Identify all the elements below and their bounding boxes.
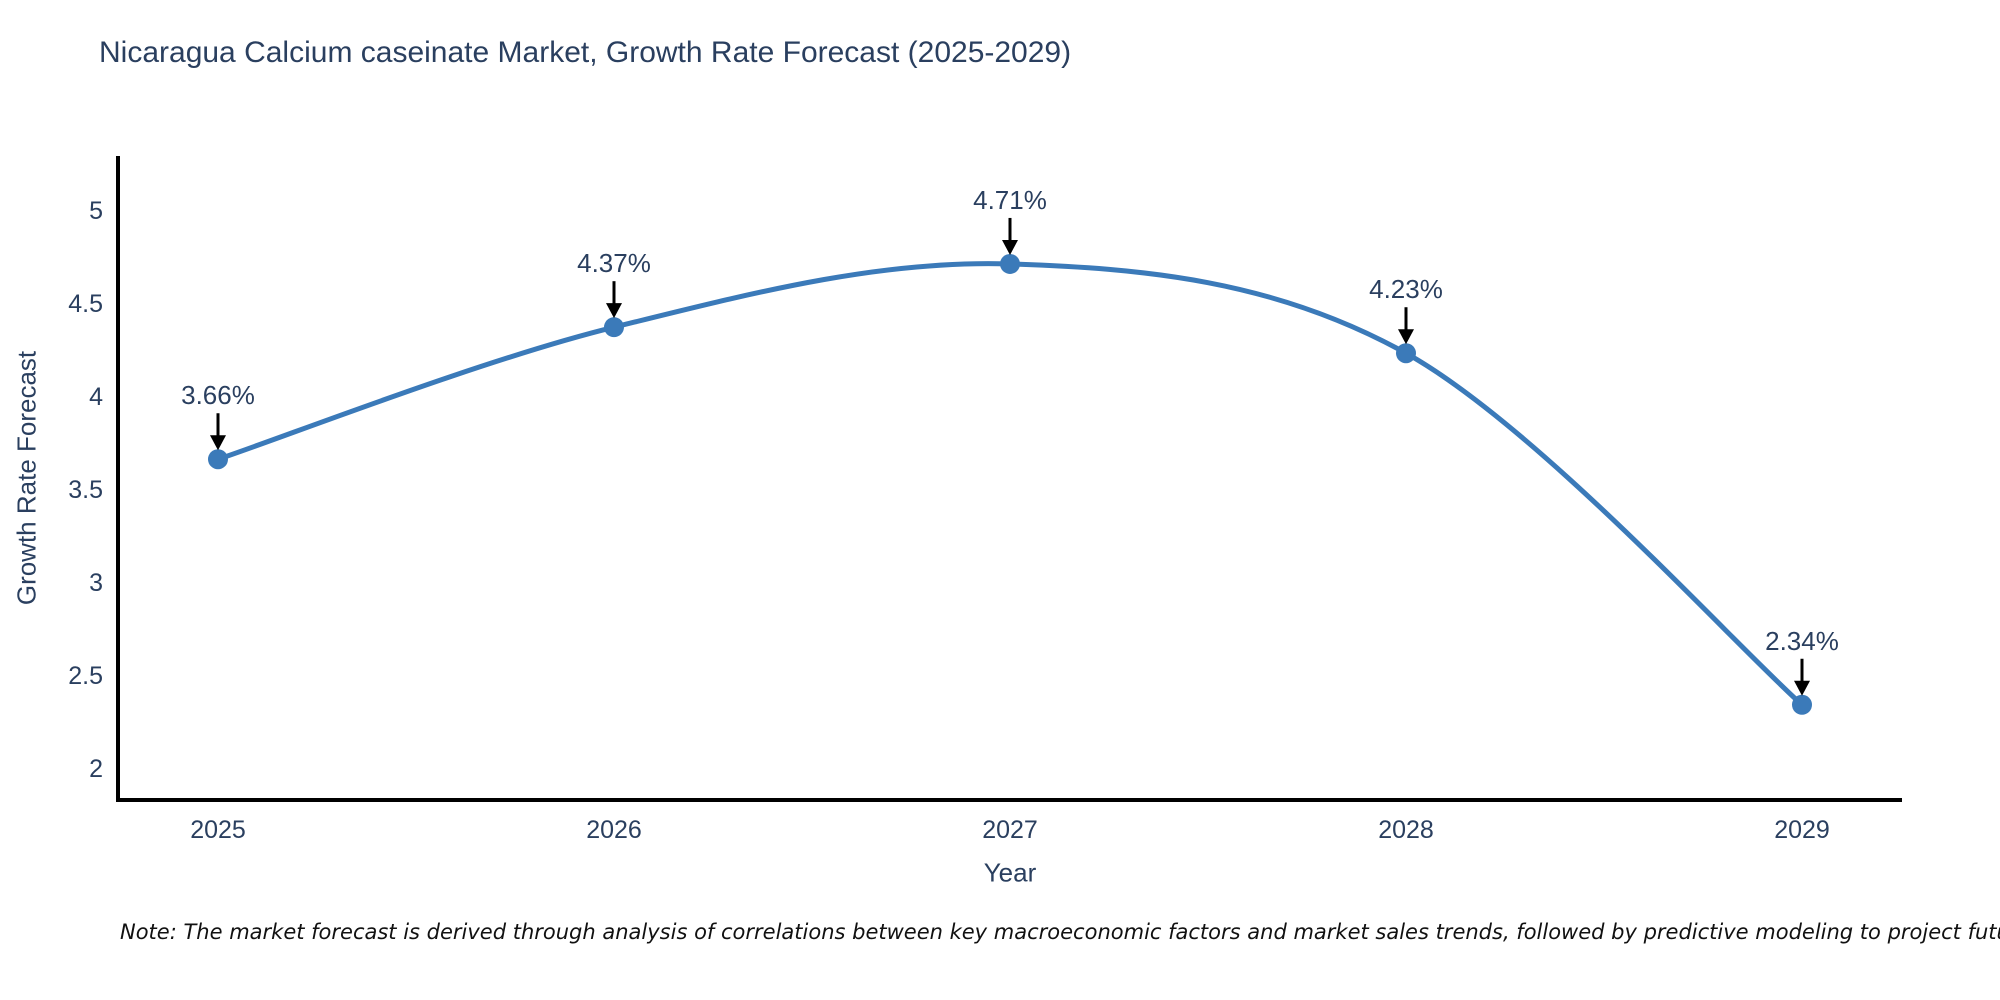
y-tick-label-3.5: 3.5 bbox=[68, 476, 103, 504]
y-tick-label-3: 3 bbox=[89, 569, 103, 597]
axis-lines bbox=[116, 156, 1902, 802]
growth-trend-line bbox=[215, 261, 1805, 708]
y-tick-label-5: 5 bbox=[89, 197, 103, 225]
x-tick-label-2029: 2029 bbox=[1774, 816, 1830, 844]
point-value-label-2029: 2.34% bbox=[1765, 626, 1839, 656]
data-point-2026 bbox=[604, 317, 624, 338]
annotation-arrowhead-2028 bbox=[1398, 329, 1414, 345]
data-point-2025 bbox=[208, 449, 228, 470]
data-point-2029 bbox=[1792, 694, 1812, 715]
x-tick-label-2027: 2027 bbox=[982, 816, 1038, 844]
x-tick-label-2025: 2025 bbox=[190, 816, 246, 844]
point-value-label-2028: 4.23% bbox=[1369, 274, 1443, 304]
chart-footnote: Note: The market forecast is derived thr… bbox=[120, 920, 2000, 944]
annotation-arrowhead-2029 bbox=[1794, 680, 1810, 696]
annotation-arrowhead-2026 bbox=[606, 303, 622, 319]
x-axis-title: Year bbox=[983, 857, 1037, 888]
y-tick-label-4.5: 4.5 bbox=[68, 290, 103, 318]
y-tick-label-4: 4 bbox=[89, 383, 103, 411]
y-tick-label-2: 2 bbox=[89, 755, 103, 783]
y-axis-title: Growth Rate Forecast bbox=[11, 350, 42, 606]
annotation-arrowhead-2027 bbox=[1002, 239, 1018, 255]
point-value-label-2027: 4.71% bbox=[973, 185, 1047, 215]
chart-title: Nicaragua Calcium caseinate Market, Grow… bbox=[99, 36, 1072, 69]
point-value-label-2026: 4.37% bbox=[577, 248, 651, 278]
data-point-2027 bbox=[1000, 253, 1020, 274]
data-point-2028 bbox=[1396, 343, 1416, 364]
point-value-label-2025: 3.66% bbox=[181, 380, 255, 410]
y-tick-label-2.5: 2.5 bbox=[68, 662, 103, 690]
x-tick-label-2028: 2028 bbox=[1378, 816, 1434, 844]
annotation-arrowhead-2025 bbox=[210, 435, 226, 451]
x-tick-label-2026: 2026 bbox=[586, 816, 642, 844]
